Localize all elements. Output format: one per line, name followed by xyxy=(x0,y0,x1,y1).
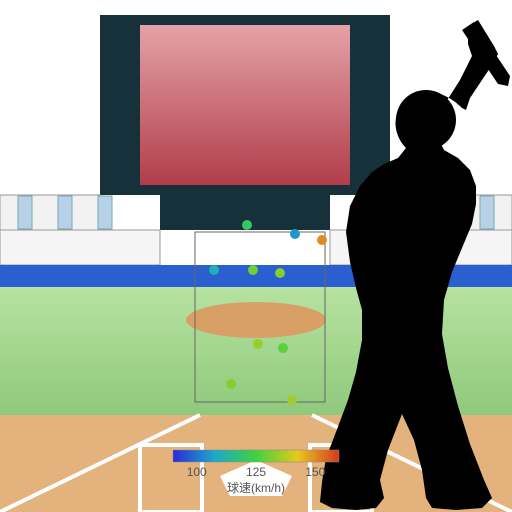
pitch-marker xyxy=(275,268,285,278)
colorbar-tick: 150 xyxy=(305,465,325,479)
stand-pillar xyxy=(98,196,112,229)
stand-pillar xyxy=(18,196,32,229)
batter-helmet xyxy=(396,90,456,150)
pitch-marker xyxy=(290,229,300,239)
pitch-marker xyxy=(278,343,288,353)
colorbar-label: 球速(km/h) xyxy=(227,481,285,495)
pitch-marker xyxy=(317,235,327,245)
pitch-marker xyxy=(248,265,258,275)
stands xyxy=(0,230,160,265)
scoreboard-screen xyxy=(140,25,350,185)
pitch-marker xyxy=(242,220,252,230)
mound xyxy=(186,302,326,338)
stand-pillar xyxy=(58,196,72,229)
colorbar xyxy=(173,450,339,462)
stand-pillar xyxy=(480,196,494,229)
stands xyxy=(0,195,100,230)
pitch-marker xyxy=(209,265,219,275)
pitch-marker xyxy=(253,339,263,349)
pitch-marker xyxy=(226,379,236,389)
pitch-marker xyxy=(287,395,297,405)
colorbar-tick: 100 xyxy=(187,465,207,479)
colorbar-tick: 125 xyxy=(246,465,266,479)
pitch-location-chart: 100 125 150 球速(km/h) xyxy=(0,0,512,512)
